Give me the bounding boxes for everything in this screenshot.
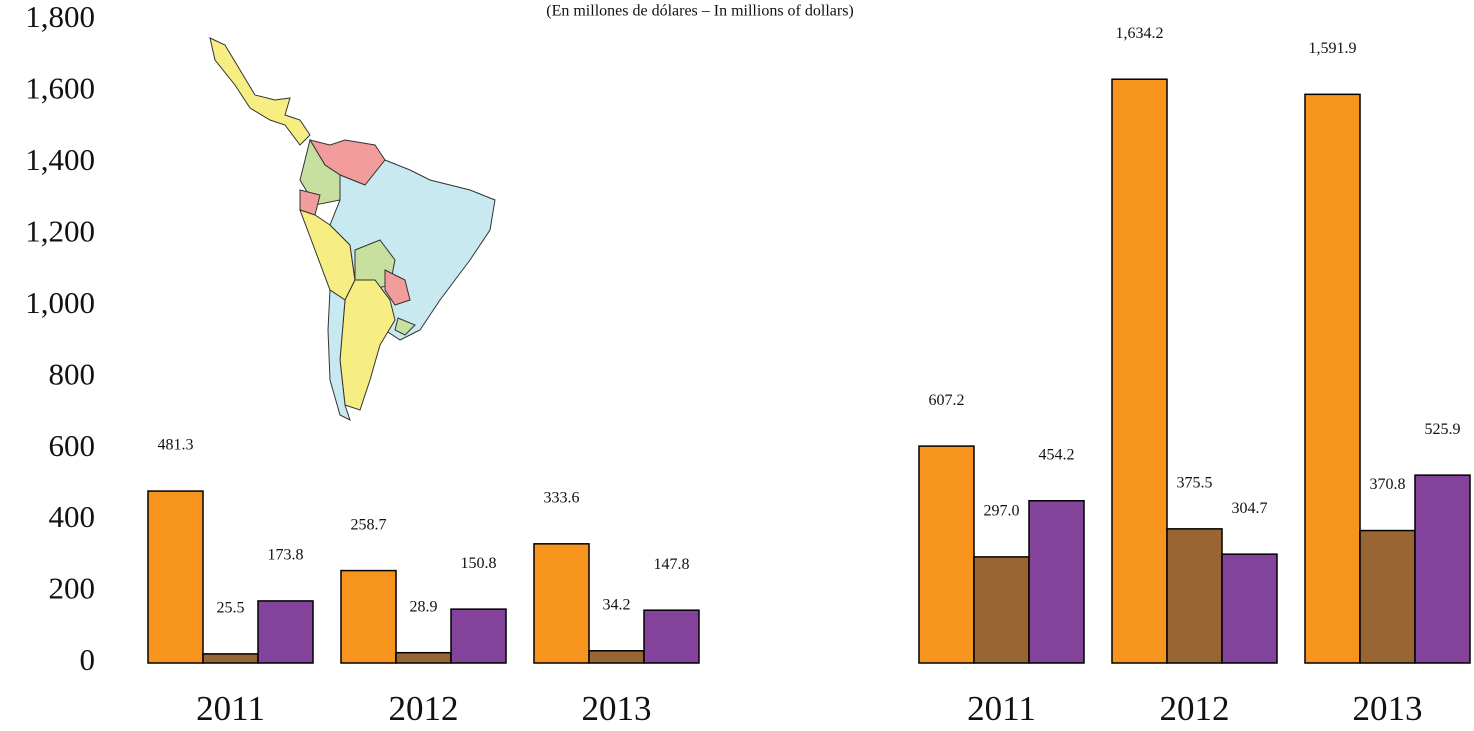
value-label: 28.9 xyxy=(410,598,438,615)
y-tick-label: 800 xyxy=(49,356,96,391)
bar xyxy=(202,653,259,664)
value-label: 147.8 xyxy=(654,556,690,573)
map-illustration xyxy=(209,37,496,421)
bar xyxy=(1359,529,1416,664)
x-tick-label: 2013 xyxy=(582,689,652,728)
value-label: 370.8 xyxy=(1370,476,1406,493)
value-label: 173.8 xyxy=(268,547,304,564)
y-tick-label: 200 xyxy=(49,571,96,606)
value-label: 525.9 xyxy=(1425,421,1461,438)
bar xyxy=(257,600,314,664)
value-label: 375.5 xyxy=(1177,475,1213,492)
y-tick-label: 1,800 xyxy=(25,0,95,34)
value-label: 150.8 xyxy=(461,555,497,572)
x-tick-label: 2011 xyxy=(196,689,265,728)
bar xyxy=(1221,553,1278,664)
chart-subtitle: (En millones de dólares – In millions of… xyxy=(546,3,854,20)
x-tick-label: 2012 xyxy=(1160,689,1230,728)
bar xyxy=(450,608,507,664)
bar xyxy=(1166,528,1223,664)
bar xyxy=(1304,93,1361,664)
y-tick-label: 400 xyxy=(49,499,96,534)
y-tick-label: 0 xyxy=(80,642,96,677)
y-tick-label: 1,000 xyxy=(25,285,95,320)
value-label: 304.7 xyxy=(1232,500,1268,517)
value-label: 1,634.2 xyxy=(1116,25,1164,42)
bar xyxy=(918,445,975,664)
value-label: 1,591.9 xyxy=(1309,40,1357,57)
bar xyxy=(340,569,397,664)
x-tick-label: 2012 xyxy=(389,689,459,728)
value-label: 25.5 xyxy=(217,600,245,617)
bar xyxy=(588,650,645,664)
bar xyxy=(1111,78,1168,664)
bar xyxy=(1028,499,1085,664)
y-tick-label: 1,600 xyxy=(25,71,95,106)
y-tick-label: 1,200 xyxy=(25,213,95,248)
bar xyxy=(643,609,700,664)
value-label: 34.2 xyxy=(603,596,631,613)
value-label: 258.7 xyxy=(351,516,387,533)
x-tick-label: 2013 xyxy=(1353,689,1423,728)
value-label: 333.6 xyxy=(544,490,580,507)
bar xyxy=(973,556,1030,664)
value-label: 607.2 xyxy=(929,392,965,409)
x-tick-label: 2011 xyxy=(967,689,1036,728)
bar xyxy=(1414,474,1471,664)
bar xyxy=(147,490,204,664)
value-label: 454.2 xyxy=(1039,446,1075,463)
y-tick-label: 600 xyxy=(49,428,96,463)
bar xyxy=(395,651,452,664)
y-tick-label: 1,400 xyxy=(25,142,95,177)
value-label: 481.3 xyxy=(158,437,194,454)
value-label: 297.0 xyxy=(984,503,1020,520)
bar xyxy=(533,543,590,664)
